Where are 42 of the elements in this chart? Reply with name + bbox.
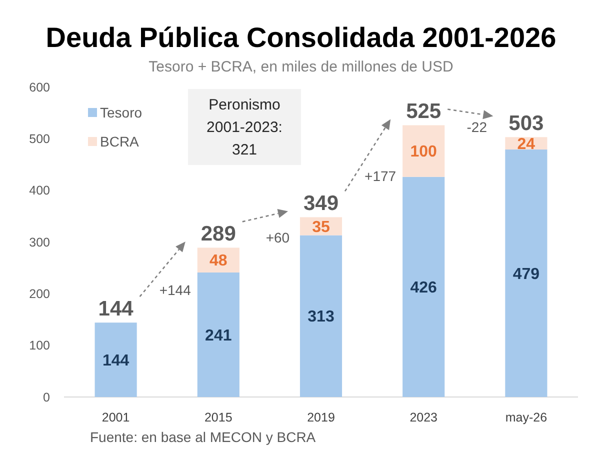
y-tick-label: 600	[29, 80, 50, 94]
bar	[505, 150, 548, 397]
legend-label: BCRA	[100, 133, 140, 150]
annotation: +177	[364, 168, 396, 184]
chart-title: Deuda Pública Consolidada 2001-2026	[46, 22, 556, 53]
y-tick-label: 500	[29, 132, 50, 146]
bar	[197, 272, 240, 397]
y-tick-label: 400	[29, 184, 50, 198]
x-tick-label: may-26	[505, 410, 548, 424]
x-tick-label: 2019	[307, 410, 335, 424]
total-label: 289	[200, 222, 236, 246]
data-label: 313	[308, 308, 334, 326]
data-label: 24	[517, 136, 536, 153]
total-label: 144	[98, 298, 134, 321]
total-label: 503	[508, 112, 544, 136]
bar	[402, 125, 445, 177]
data-label: 144	[102, 352, 130, 370]
total-label: 349	[303, 192, 339, 216]
annotation: Peronismo 2001-2023: 321	[206, 96, 282, 158]
y-tick-label: 100	[29, 338, 50, 353]
total-label: 525	[406, 100, 442, 124]
source-note: Fuente: en base al MECON y BCRA	[90, 428, 316, 445]
annotation: -22	[466, 119, 488, 136]
y-tick-label: 200	[29, 287, 50, 302]
bar	[300, 235, 342, 397]
chart-subtitle: Tesoro + BCRA, en miles de millones de USD	[148, 58, 454, 76]
x-tick-label: 2001	[102, 410, 130, 424]
y-tick-label: 0	[43, 390, 50, 404]
bar	[402, 176, 445, 397]
data-label: 479	[512, 266, 540, 283]
data-label: 100	[410, 144, 438, 161]
annotation: +60	[266, 229, 290, 246]
x-tick-label: 2023	[410, 410, 438, 424]
x-tick-label: 2015	[204, 410, 232, 424]
y-tick-label: 300	[29, 235, 50, 250]
data-label: 35	[312, 218, 330, 236]
data-label: 241	[205, 327, 232, 344]
annotation: +144	[159, 282, 192, 298]
bar	[94, 322, 137, 397]
data-label: 426	[410, 280, 438, 297]
legend-label: Tesoro	[100, 104, 142, 120]
data-label: 48	[210, 252, 228, 270]
